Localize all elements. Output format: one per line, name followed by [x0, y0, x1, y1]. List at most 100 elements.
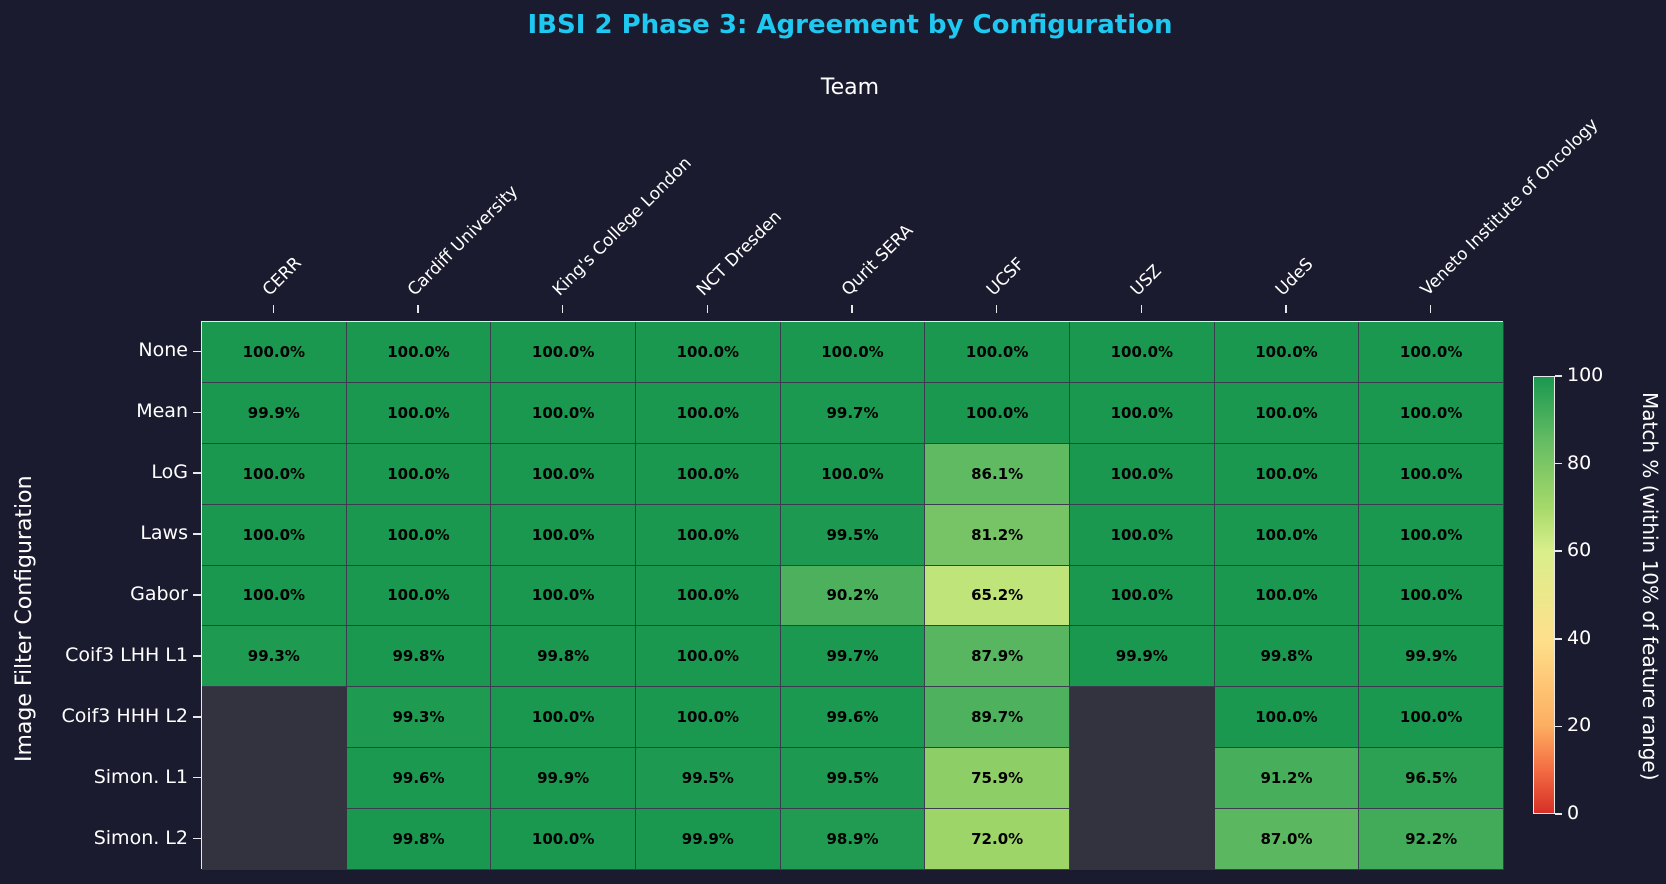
y-tick: [193, 533, 201, 535]
y-tick-label: LoG: [151, 461, 188, 484]
heatmap-cell: 99.7%: [780, 626, 926, 688]
heatmap-cell: 75.9%: [925, 748, 1070, 810]
heatmap-cell: 100.0%: [1214, 687, 1360, 749]
y-tick: [193, 655, 201, 657]
x-tick: [561, 305, 564, 313]
y-tick-label: Simon. L2: [93, 826, 188, 849]
heatmap-cell: 100.0%: [1359, 504, 1504, 566]
x-tick: [1429, 305, 1432, 313]
heatmap-cell: 99.5%: [636, 748, 781, 810]
heatmap-cell: 99.9%: [1070, 626, 1215, 688]
heatmap-cell: 100.0%: [1359, 565, 1504, 627]
heatmap-cell: 99.6%: [346, 748, 492, 810]
y-tick-label: Simon. L1: [93, 765, 188, 788]
y-tick: [193, 594, 201, 596]
heatmap-cell: 98.9%: [780, 809, 926, 870]
heatmap-cell: 100.0%: [780, 443, 926, 505]
x-tick-label: NCT Dresden: [693, 207, 787, 300]
colorbar-tick-label: 100: [1567, 364, 1604, 386]
heatmap-cell: 100.0%: [346, 382, 492, 444]
heatmap-cell: 99.8%: [346, 809, 492, 870]
heatmap-cell: 100.0%: [491, 504, 636, 566]
y-tick-label: None: [138, 339, 188, 362]
y-tick-label: Laws: [140, 522, 188, 545]
heatmap-cell: 99.5%: [780, 504, 926, 566]
colorbar-tick-label: 0: [1567, 802, 1580, 824]
colorbar-tick: [1555, 813, 1562, 815]
heatmap-cell: 100.0%: [1070, 322, 1215, 383]
colorbar: [1533, 376, 1555, 814]
heatmap-cell: 99.6%: [780, 687, 926, 749]
heatmap-cell: 100.0%: [925, 382, 1070, 444]
colorbar-tick: [1555, 375, 1562, 377]
heatmap-cell: 100.0%: [346, 565, 492, 627]
colorbar-tick-label: 80: [1567, 451, 1592, 474]
heatmap-cell: 100.0%: [346, 443, 492, 505]
colorbar-tick: [1555, 638, 1562, 640]
colorbar-tick: [1555, 462, 1562, 465]
heatmap-cell: 100.0%: [202, 322, 347, 383]
x-tick-label: Veneto Institute of Oncology: [1416, 114, 1602, 301]
y-tick: [193, 411, 201, 414]
heatmap-cell: 100.0%: [636, 382, 781, 444]
heatmap-cell: 100.0%: [491, 443, 636, 505]
heatmap-cell: 99.7%: [780, 382, 926, 444]
x-tick: [706, 305, 709, 313]
x-tick-label: UdeS: [1271, 254, 1318, 300]
y-tick-label: Mean: [136, 400, 188, 423]
heatmap-cell: 100.0%: [491, 382, 636, 444]
heatmap-cell: 87.0%: [1214, 809, 1360, 870]
heatmap-cell: 96.5%: [1359, 748, 1504, 810]
y-tick: [193, 837, 201, 840]
heatmap-cell: 100.0%: [1070, 504, 1215, 566]
heatmap-cell: 100.0%: [491, 322, 636, 383]
x-tick: [851, 305, 853, 313]
heatmap-cell: 100.0%: [1214, 504, 1360, 566]
heatmap-cell: 100.0%: [1359, 443, 1504, 505]
x-tick-label: Cardiff University: [403, 181, 523, 300]
heatmap-cell: 100.0%: [202, 504, 347, 566]
colorbar-tick: [1555, 550, 1562, 552]
chart-title: IBSI 2 Phase 3: Agreement by Configurati…: [527, 10, 1173, 40]
heatmap-cell: 100.0%: [1214, 322, 1360, 383]
y-tick: [193, 776, 201, 779]
heatmap-cell: 100.0%: [1070, 443, 1215, 505]
heatmap-cell: 100.0%: [1359, 322, 1504, 383]
heatmap-cell: 100.0%: [636, 504, 781, 566]
heatmap-cell: 100.0%: [1359, 687, 1504, 749]
heatmap-cell: 100.0%: [346, 322, 492, 383]
colorbar-tick: [1555, 725, 1562, 728]
heatmap-cell: 65.2%: [925, 565, 1070, 627]
heatmap-cell: 100.0%: [780, 322, 926, 383]
heatmap-cell: 99.8%: [346, 626, 492, 688]
heatmap-cell: 99.8%: [1214, 626, 1360, 688]
heatmap-cell: 100.0%: [346, 504, 492, 566]
colorbar-tick-label: 20: [1567, 714, 1592, 737]
heatmap-cell: 92.2%: [1359, 809, 1504, 870]
x-tick-label: King's College London: [548, 153, 696, 300]
x-tick-label: CERR: [259, 253, 307, 300]
x-tick: [417, 305, 419, 313]
x-tick: [1285, 305, 1287, 313]
heatmap-cell: 99.9%: [1359, 626, 1504, 688]
heatmap-cell: 91.2%: [1214, 748, 1360, 810]
heatmap-cell: 100.0%: [636, 626, 781, 688]
heatmap-cell: 100.0%: [636, 565, 781, 627]
heatmap-grid: 100.0% 100.0% 100.0% 100.0% 100.0% 100.0% 100.…: [201, 321, 1504, 870]
heatmap-cell: 99.3%: [202, 626, 347, 688]
heatmap-cell: 100.0%: [636, 443, 781, 505]
y-axis-label: Image Filter Configuration: [12, 475, 37, 762]
colorbar-tick-label: 40: [1567, 626, 1592, 649]
heatmap-cell: 99.3%: [346, 687, 492, 749]
heatmap-cell: [202, 748, 347, 810]
heatmap-cell: 100.0%: [1070, 382, 1215, 444]
x-tick-label: UCSF: [982, 254, 1029, 300]
heatmap-cell: 99.9%: [202, 382, 347, 444]
heatmap-cell: 100.0%: [202, 565, 347, 627]
heatmap-cell: 100.0%: [1359, 382, 1504, 444]
x-tick-label: Qurit SERA: [837, 220, 918, 300]
heatmap-cell: 100.0%: [202, 443, 347, 505]
heatmap-cell: 89.7%: [925, 687, 1070, 749]
y-tick-label: Coif3 LHH L1: [65, 643, 188, 666]
heatmap-cell: [1070, 809, 1215, 870]
